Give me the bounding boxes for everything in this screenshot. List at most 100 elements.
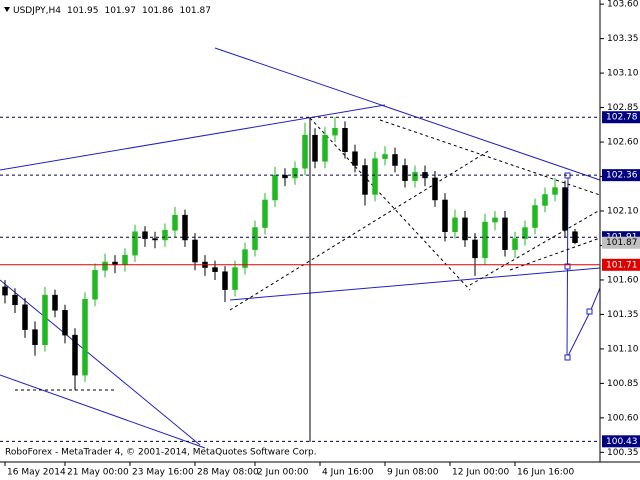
candle-body: [212, 267, 218, 272]
last-open: 101.95: [67, 6, 99, 16]
candle-body: [462, 217, 468, 241]
candle-body: [372, 158, 378, 195]
candle-body: [472, 239, 478, 259]
candle-body: [242, 249, 248, 268]
candle-body: [12, 294, 18, 306]
y-tick-label: 101.35: [607, 310, 639, 320]
candle-body: [512, 238, 518, 250]
price-tag: [602, 169, 640, 182]
y-tick-label: 103.10: [607, 69, 639, 79]
price-tag-label: 101.87: [606, 238, 638, 248]
candle-body: [522, 227, 528, 239]
candle-body: [72, 334, 78, 376]
candle-body: [2, 286, 8, 296]
candle-body: [102, 261, 108, 271]
candle-body: [22, 304, 28, 330]
candle-body: [322, 134, 328, 162]
y-tick-label: 102.10: [607, 207, 639, 217]
price-tag: [602, 236, 640, 249]
candle-body: [502, 217, 508, 250]
x-tick-label: 16 May 2014: [7, 468, 66, 478]
candle-body: [492, 217, 498, 223]
channel-line: [469, 209, 601, 286]
y-tick-label: 102.85: [607, 103, 639, 113]
candle-body: [542, 194, 548, 206]
candle-body: [122, 254, 128, 266]
candle-body: [392, 154, 398, 166]
candle-body: [142, 231, 148, 239]
trend-line: [0, 374, 206, 449]
last-close: 101.87: [179, 6, 211, 16]
candle-body: [312, 134, 318, 162]
x-tick-label: 23 May 16:00: [132, 468, 194, 478]
y-tick-label: 100.85: [607, 379, 639, 389]
candle-body: [52, 294, 58, 311]
y-tick-label: 103.35: [607, 34, 639, 44]
candle-body: [412, 172, 418, 181]
trend-line: [229, 267, 601, 301]
y-tick-label: 100.60: [607, 413, 639, 423]
channel-line: [379, 119, 601, 196]
x-tick-label: 28 May 08:00: [197, 468, 259, 478]
y-tick-label: 101.60: [607, 275, 639, 285]
price-tag: [602, 258, 640, 271]
candle-body: [432, 177, 438, 201]
candle-body: [402, 165, 408, 181]
analysis-lines: [0, 47, 601, 449]
projection-point: [564, 263, 571, 270]
trend-line: [0, 279, 201, 446]
price-tag-label: 102.36: [606, 171, 638, 181]
projection-point: [586, 308, 593, 315]
channel-line: [229, 149, 491, 311]
candle-body: [552, 187, 558, 195]
candle-body: [162, 230, 168, 241]
candle-body: [192, 239, 198, 263]
price-tag: [602, 111, 640, 124]
candle-body: [362, 165, 368, 195]
x-tick-label: 16 Jun 16:00: [517, 468, 574, 478]
candle-body: [182, 214, 188, 241]
candle-body: [352, 151, 358, 166]
chart-title: USDJPY,H4 101.95 101.97 101.86 101.87: [13, 6, 211, 16]
candle-body: [272, 174, 278, 201]
candle-body: [562, 187, 568, 231]
candle-body: [32, 329, 38, 346]
y-tick-label: 102.60: [607, 138, 639, 148]
candle-body: [252, 227, 258, 250]
candle-body: [172, 214, 178, 231]
candle-body: [302, 134, 308, 169]
candle-body: [62, 310, 68, 336]
candle-body: [82, 299, 88, 376]
price-tag-label: 101.71: [606, 260, 638, 270]
trend-line: [0, 104, 386, 171]
candle-body: [152, 238, 158, 241]
price-tag: [602, 435, 640, 448]
candle-body: [332, 128, 338, 136]
candle-body: [222, 271, 228, 290]
y-tick-label: 100.35: [607, 448, 639, 458]
candle-body: [482, 221, 488, 259]
candle-body: [42, 294, 48, 346]
candle-body: [92, 270, 98, 300]
candle-body: [382, 154, 388, 159]
x-tick-label: 2 Jun 00:00: [257, 468, 309, 478]
footer: RoboForex - MetaTrader 4, © 2001-2014, M…: [5, 448, 317, 458]
price-tag-label: 100.43: [606, 437, 638, 447]
x-tick-label: 4 Jun 16:00: [322, 468, 374, 478]
trend-line: [214, 47, 601, 181]
candle-body: [452, 217, 458, 232]
projection-point: [564, 354, 571, 361]
candle-body: [262, 199, 268, 228]
candle-body: [342, 128, 348, 152]
x-tick-label: 21 May 00:00: [67, 468, 129, 478]
last-high: 101.97: [104, 6, 136, 16]
symbol: USDJPY,H4: [13, 6, 61, 16]
y-tick-label: 101.10: [607, 344, 639, 354]
candle-body: [442, 199, 448, 232]
price-tag-label: 102.78: [606, 113, 638, 123]
last-low: 101.86: [142, 6, 174, 16]
candle-body: [232, 267, 238, 290]
candle-body: [132, 231, 138, 256]
